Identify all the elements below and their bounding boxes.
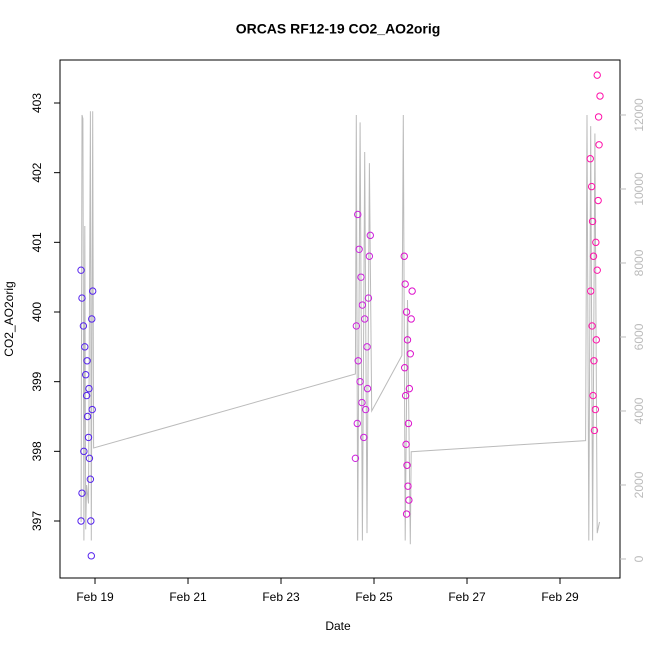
point xyxy=(87,552,95,560)
point xyxy=(402,440,410,449)
point xyxy=(590,426,599,435)
point xyxy=(360,433,368,442)
point xyxy=(88,287,97,295)
point xyxy=(78,294,86,302)
y2-tick-label: 10000 xyxy=(632,172,646,206)
altitude-line xyxy=(80,111,600,545)
point xyxy=(404,482,412,490)
y-tick-label: 403 xyxy=(30,93,44,113)
point xyxy=(593,266,601,274)
point xyxy=(402,510,411,518)
x-tick-label: Feb 23 xyxy=(262,590,300,604)
point xyxy=(84,433,93,442)
point xyxy=(88,405,96,414)
x-axis-label: Date xyxy=(325,619,351,633)
point xyxy=(590,357,598,365)
point xyxy=(587,287,595,295)
point xyxy=(87,517,95,525)
y2-tick-label: 4000 xyxy=(632,397,646,424)
point xyxy=(352,322,361,330)
point xyxy=(401,391,410,400)
point xyxy=(591,405,600,414)
point xyxy=(407,315,415,323)
point xyxy=(358,398,366,407)
point xyxy=(587,182,596,191)
point xyxy=(361,315,369,323)
y-tick-label: 397 xyxy=(30,511,44,531)
point xyxy=(586,155,594,163)
point xyxy=(588,322,596,330)
point xyxy=(400,252,408,260)
point xyxy=(85,384,93,393)
point xyxy=(353,419,361,428)
point xyxy=(364,294,373,302)
point xyxy=(77,517,85,525)
point xyxy=(83,412,92,421)
x-tick-label: Feb 19 xyxy=(76,590,114,604)
point xyxy=(77,266,85,274)
chart-title: ORCAS RF12-19 CO2_AO2orig xyxy=(236,21,441,37)
y-tick-label: 398 xyxy=(30,441,44,461)
point xyxy=(85,454,94,463)
point xyxy=(82,371,90,379)
point xyxy=(588,217,597,226)
point xyxy=(404,419,413,428)
y2-tick-label: 8000 xyxy=(632,249,646,276)
point xyxy=(82,391,91,400)
point xyxy=(594,196,602,205)
point xyxy=(592,238,600,247)
point xyxy=(403,461,411,469)
point xyxy=(356,377,364,386)
point xyxy=(366,231,374,240)
point xyxy=(596,92,604,100)
point xyxy=(406,350,414,358)
point xyxy=(357,273,365,281)
point xyxy=(365,252,374,260)
point xyxy=(78,489,86,497)
point xyxy=(86,475,95,483)
point xyxy=(405,384,414,393)
point xyxy=(594,113,603,121)
point xyxy=(363,343,371,351)
y2-tick-label: 0 xyxy=(632,555,646,562)
point xyxy=(351,454,360,463)
point xyxy=(355,245,363,253)
y-tick-label: 400 xyxy=(30,302,44,322)
point xyxy=(79,322,88,330)
y-tick-label: 399 xyxy=(30,371,44,391)
point xyxy=(592,336,600,344)
y2-tick-label: 12000 xyxy=(632,98,646,132)
point xyxy=(593,71,601,79)
point xyxy=(403,336,412,344)
point xyxy=(80,447,88,456)
point xyxy=(88,315,96,323)
x-tick-label: Feb 25 xyxy=(355,590,393,604)
point xyxy=(354,357,362,365)
plot-frame xyxy=(59,59,621,579)
point xyxy=(358,301,367,309)
point xyxy=(408,287,416,295)
point xyxy=(589,252,598,260)
point xyxy=(589,391,597,400)
y2-tick-label: 6000 xyxy=(632,323,646,350)
point xyxy=(402,308,411,316)
point xyxy=(81,343,89,351)
point xyxy=(83,357,91,365)
y-axis-label: CO2_AO2orig xyxy=(2,281,16,356)
x-tick-label: Feb 21 xyxy=(169,590,207,604)
x-tick-label: Feb 29 xyxy=(541,590,579,604)
y2-tick-label: 2000 xyxy=(632,471,646,498)
point xyxy=(363,384,372,393)
x-tick-label: Feb 27 xyxy=(448,590,486,604)
point xyxy=(405,496,413,504)
point xyxy=(361,405,370,414)
point xyxy=(401,280,409,288)
point xyxy=(354,210,362,219)
point xyxy=(595,141,603,149)
y-tick-label: 402 xyxy=(30,162,44,182)
y-tick-label: 401 xyxy=(30,232,44,252)
point xyxy=(401,364,409,372)
